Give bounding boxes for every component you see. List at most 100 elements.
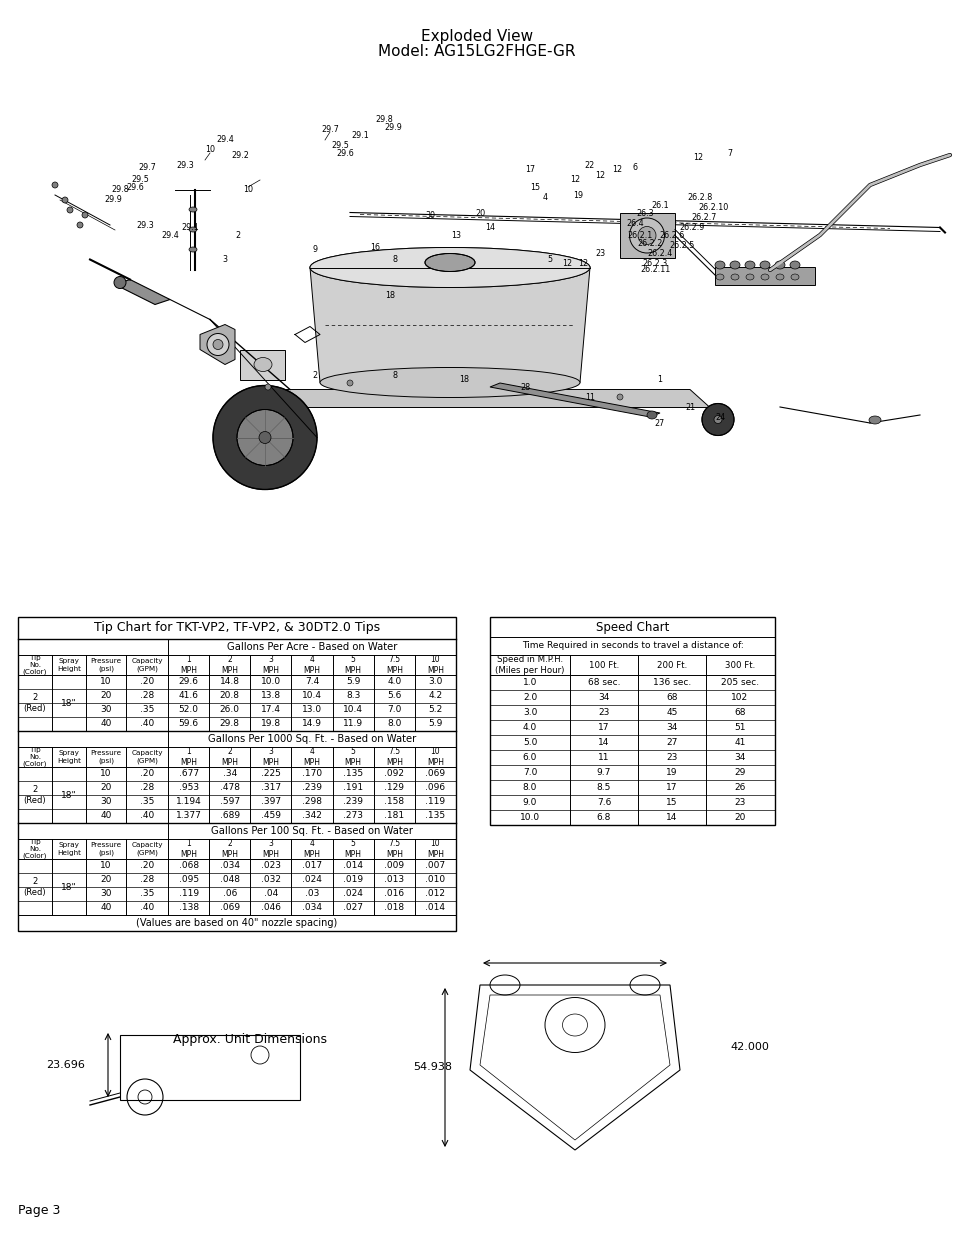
Text: 59.6: 59.6 [178, 720, 198, 729]
Text: .677: .677 [178, 769, 198, 778]
Text: Pressure
(psi): Pressure (psi) [91, 750, 121, 763]
Text: 6: 6 [632, 163, 637, 172]
Ellipse shape [716, 274, 723, 280]
Ellipse shape [113, 277, 126, 289]
Text: 18": 18" [61, 790, 77, 799]
Text: 10
MPH: 10 MPH [427, 656, 443, 674]
Text: 14: 14 [598, 739, 609, 747]
Text: Gallons Per 100 Sq. Ft. - Based on Water: Gallons Per 100 Sq. Ft. - Based on Water [211, 826, 413, 836]
Text: 18: 18 [458, 375, 469, 384]
Text: .298: .298 [302, 798, 322, 806]
Text: .20: .20 [140, 862, 154, 871]
Text: 2.0: 2.0 [522, 693, 537, 701]
Ellipse shape [701, 404, 733, 436]
Text: 10.4: 10.4 [343, 705, 363, 715]
Text: 29.6: 29.6 [178, 678, 198, 687]
Text: 27: 27 [665, 739, 677, 747]
Text: 24: 24 [714, 412, 724, 421]
Text: .239: .239 [343, 798, 363, 806]
Text: 1.194: 1.194 [175, 798, 201, 806]
Text: 12: 12 [692, 152, 702, 162]
Text: 2
MPH: 2 MPH [221, 747, 238, 767]
Text: .225: .225 [261, 769, 280, 778]
Text: 17: 17 [665, 783, 677, 792]
Ellipse shape [310, 247, 589, 288]
Text: 23: 23 [595, 248, 604, 258]
Text: 40: 40 [100, 811, 112, 820]
Text: 7.4: 7.4 [305, 678, 319, 687]
Text: 26.2.6: 26.2.6 [659, 231, 684, 240]
Text: .014: .014 [343, 862, 363, 871]
Text: 10.0: 10.0 [519, 813, 539, 823]
Text: .034: .034 [302, 904, 322, 913]
Text: 68: 68 [734, 708, 745, 718]
Text: .014: .014 [425, 904, 445, 913]
Text: 28: 28 [519, 383, 530, 391]
Text: 54.938: 54.938 [413, 1062, 452, 1072]
Text: .06: .06 [222, 889, 236, 899]
Text: .032: .032 [260, 876, 280, 884]
Text: 26.2.11: 26.2.11 [640, 266, 670, 274]
Text: 17: 17 [598, 722, 609, 732]
Text: .016: .016 [384, 889, 404, 899]
Text: Speed Chart: Speed Chart [596, 620, 668, 634]
Text: .019: .019 [343, 876, 363, 884]
Text: 7.0: 7.0 [522, 768, 537, 777]
Text: Pressure
(psi): Pressure (psi) [91, 658, 121, 672]
Text: 2
(Red): 2 (Red) [24, 785, 47, 805]
Text: Exploded View: Exploded View [420, 30, 533, 44]
Text: 136 sec.: 136 sec. [652, 678, 690, 687]
Text: 26.2.5: 26.2.5 [669, 241, 694, 249]
Text: 200 Ft.: 200 Ft. [657, 661, 686, 669]
Text: 20: 20 [475, 209, 484, 217]
Text: 41: 41 [734, 739, 745, 747]
Text: .191: .191 [343, 783, 363, 793]
Text: 29.7: 29.7 [321, 126, 338, 135]
Text: .135: .135 [425, 811, 445, 820]
Text: .317: .317 [260, 783, 280, 793]
Text: 34: 34 [734, 753, 745, 762]
Text: .158: .158 [384, 798, 404, 806]
Ellipse shape [310, 247, 589, 288]
Text: 29.8: 29.8 [111, 185, 129, 194]
Text: 10
MPH: 10 MPH [427, 840, 443, 858]
Text: Spray
Height: Spray Height [57, 842, 81, 856]
Text: 2: 2 [313, 370, 317, 379]
Text: 6.8: 6.8 [597, 813, 611, 823]
Text: 3.0: 3.0 [428, 678, 442, 687]
Text: .04: .04 [263, 889, 277, 899]
Text: 7.0: 7.0 [387, 705, 401, 715]
Text: 10: 10 [100, 862, 112, 871]
Text: 34: 34 [665, 722, 677, 732]
Text: 15: 15 [665, 798, 677, 806]
Text: 3.0: 3.0 [522, 708, 537, 718]
Text: 29.8: 29.8 [375, 116, 393, 125]
Text: 26.2.2: 26.2.2 [637, 238, 662, 247]
Text: 3
MPH: 3 MPH [262, 840, 279, 858]
Ellipse shape [258, 431, 271, 443]
Text: 1
MPH: 1 MPH [180, 656, 197, 674]
Text: 51: 51 [734, 722, 745, 732]
Text: .027: .027 [343, 904, 363, 913]
Text: 2
(Red): 2 (Red) [24, 877, 47, 897]
Text: 27: 27 [654, 419, 664, 427]
Text: .024: .024 [302, 876, 321, 884]
Text: .342: .342 [302, 811, 321, 820]
Text: .129: .129 [384, 783, 404, 793]
Text: 10: 10 [100, 678, 112, 687]
Ellipse shape [236, 410, 293, 466]
Text: Speed in M.P.H.
(Miles per Hour): Speed in M.P.H. (Miles per Hour) [495, 656, 564, 674]
Text: 7.5
MPH: 7.5 MPH [385, 656, 402, 674]
Text: .20: .20 [140, 769, 154, 778]
Text: 26.2.10: 26.2.10 [699, 203, 728, 211]
Text: 8: 8 [392, 256, 397, 264]
Text: 16: 16 [370, 242, 379, 252]
Text: 5.0: 5.0 [522, 739, 537, 747]
Text: (Values are based on 40" nozzle spacing): (Values are based on 40" nozzle spacing) [136, 918, 337, 927]
Text: 30: 30 [100, 889, 112, 899]
Ellipse shape [82, 212, 88, 219]
Text: 29.2: 29.2 [231, 151, 249, 159]
Text: 52.0: 52.0 [178, 705, 198, 715]
Text: .459: .459 [260, 811, 280, 820]
Text: 2
MPH: 2 MPH [221, 840, 238, 858]
